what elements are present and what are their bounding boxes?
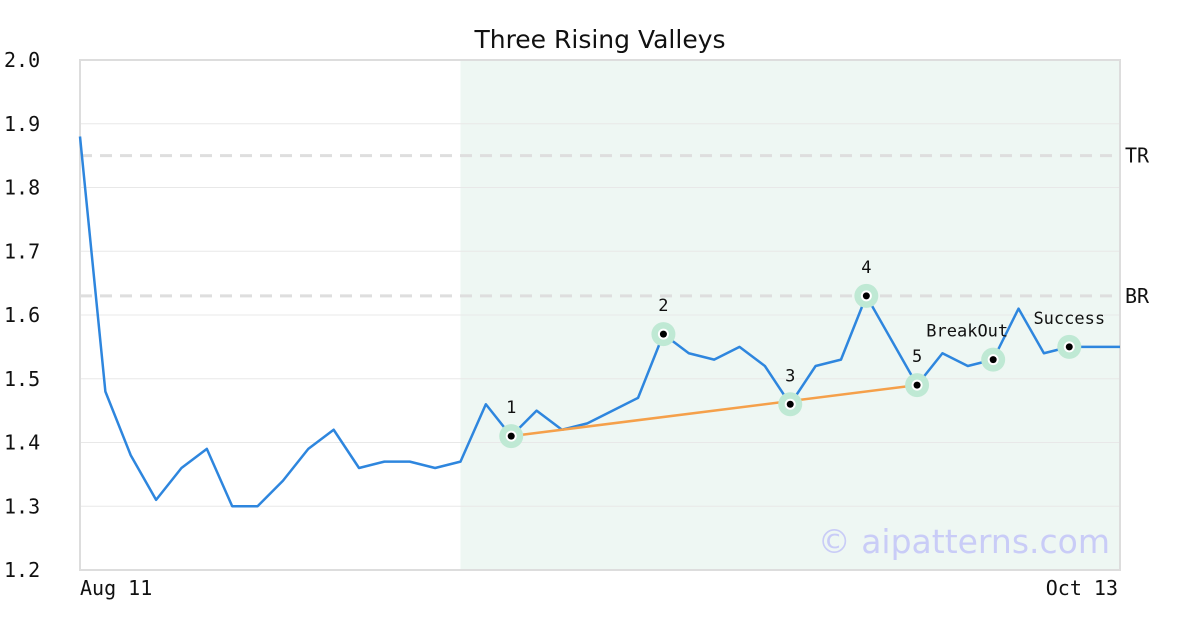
- grid-layer: [80, 123, 1120, 507]
- point-marker: [507, 432, 515, 440]
- point-label: Success: [1033, 309, 1105, 329]
- point-marker: [1065, 343, 1073, 351]
- y-tick-label: 2.0: [4, 48, 40, 72]
- point-label: 3: [785, 366, 795, 386]
- point-marker: [862, 292, 870, 300]
- y-tick-label: 1.7: [4, 239, 40, 263]
- point-label: 2: [658, 296, 668, 316]
- y-tick-label: 1.5: [4, 367, 40, 391]
- plot-frame: [79, 59, 1121, 571]
- point-label: 5: [912, 347, 922, 367]
- point-marker: [989, 356, 997, 364]
- y-tick-label: 1.2: [4, 558, 40, 582]
- point-marker: [913, 381, 921, 389]
- series-layer: [78, 136, 1120, 508]
- y-tick-label: 1.8: [4, 176, 40, 200]
- y-tick-label: 1.6: [4, 303, 40, 327]
- point-label: 1: [506, 398, 516, 418]
- price-series-line: [78, 136, 1120, 508]
- chart-title: Three Rising Valleys: [473, 25, 725, 54]
- point-label: 4: [861, 258, 871, 278]
- reference-line-label: TR: [1125, 144, 1150, 168]
- x-tick-label: Oct 13: [1046, 576, 1118, 600]
- x-axis: Aug 11 Oct 13: [80, 576, 1118, 600]
- y-tick-label: 1.9: [4, 112, 40, 136]
- valley-trendline: [511, 383, 918, 438]
- y-tick-label: 1.3: [4, 494, 40, 518]
- reference-lines: TR BR: [80, 144, 1150, 308]
- point-marker: [786, 400, 794, 408]
- point-label: BreakOut: [926, 322, 1008, 342]
- reference-line-label: BR: [1125, 284, 1150, 308]
- point-marker: [659, 330, 667, 338]
- watermark: © aipatterns.com: [818, 522, 1110, 561]
- x-tick-label: Aug 11: [80, 576, 152, 600]
- y-tick-label: 1.4: [4, 431, 40, 455]
- trendline-layer: [511, 383, 918, 438]
- y-axis: 2.0 1.9 1.8 1.7 1.6 1.5 1.4 1.3 1.2: [4, 48, 40, 582]
